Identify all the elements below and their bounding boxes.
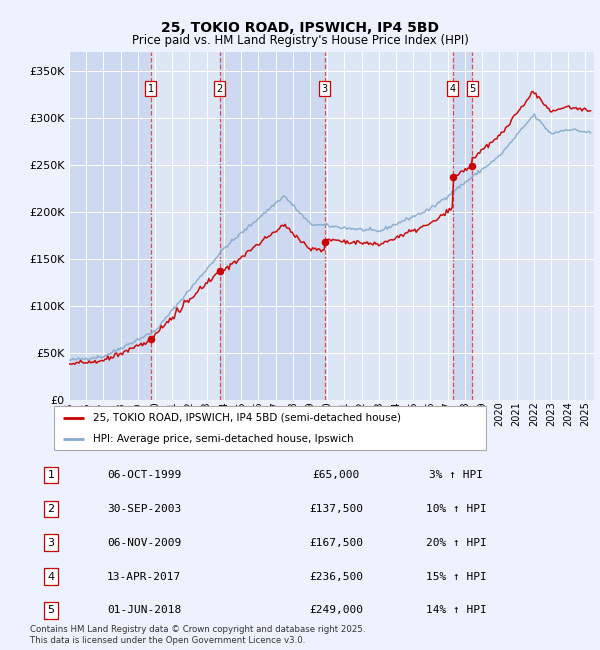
Text: 5: 5 <box>47 605 55 616</box>
Bar <box>69 52 151 400</box>
Bar <box>472 52 594 400</box>
Text: 1: 1 <box>47 470 55 480</box>
Text: £167,500: £167,500 <box>309 538 363 548</box>
Text: 20% ↑ HPI: 20% ↑ HPI <box>425 538 487 548</box>
Text: 10% ↑ HPI: 10% ↑ HPI <box>425 504 487 514</box>
Text: 06-NOV-2009: 06-NOV-2009 <box>107 538 181 548</box>
Text: Contains HM Land Registry data © Crown copyright and database right 2025.
This d: Contains HM Land Registry data © Crown c… <box>30 625 365 645</box>
Bar <box>220 52 325 400</box>
Text: £65,000: £65,000 <box>313 470 359 480</box>
Bar <box>151 52 220 400</box>
Text: 1: 1 <box>148 83 154 94</box>
Text: 4: 4 <box>47 571 55 582</box>
Text: 3: 3 <box>322 83 328 94</box>
Text: £137,500: £137,500 <box>309 504 363 514</box>
Text: 4: 4 <box>449 83 455 94</box>
Text: £249,000: £249,000 <box>309 605 363 616</box>
Text: 5: 5 <box>469 83 475 94</box>
Text: 2: 2 <box>47 504 55 514</box>
FancyBboxPatch shape <box>54 406 486 450</box>
Text: 25, TOKIO ROAD, IPSWICH, IP4 5BD (semi-detached house): 25, TOKIO ROAD, IPSWICH, IP4 5BD (semi-d… <box>93 413 401 422</box>
Text: 3% ↑ HPI: 3% ↑ HPI <box>429 470 483 480</box>
Text: £236,500: £236,500 <box>309 571 363 582</box>
Text: 14% ↑ HPI: 14% ↑ HPI <box>425 605 487 616</box>
Bar <box>452 52 472 400</box>
Text: HPI: Average price, semi-detached house, Ipswich: HPI: Average price, semi-detached house,… <box>93 434 353 444</box>
Text: 15% ↑ HPI: 15% ↑ HPI <box>425 571 487 582</box>
Text: 2: 2 <box>217 83 223 94</box>
Text: 30-SEP-2003: 30-SEP-2003 <box>107 504 181 514</box>
Text: 13-APR-2017: 13-APR-2017 <box>107 571 181 582</box>
Text: Price paid vs. HM Land Registry's House Price Index (HPI): Price paid vs. HM Land Registry's House … <box>131 34 469 47</box>
Point <box>467 161 477 171</box>
Point <box>146 333 156 344</box>
Point <box>320 237 329 248</box>
Point <box>215 265 224 276</box>
Text: 3: 3 <box>47 538 55 548</box>
Text: 25, TOKIO ROAD, IPSWICH, IP4 5BD: 25, TOKIO ROAD, IPSWICH, IP4 5BD <box>161 21 439 36</box>
Text: 01-JUN-2018: 01-JUN-2018 <box>107 605 181 616</box>
Point <box>448 172 457 183</box>
Bar <box>325 52 452 400</box>
Text: 06-OCT-1999: 06-OCT-1999 <box>107 470 181 480</box>
